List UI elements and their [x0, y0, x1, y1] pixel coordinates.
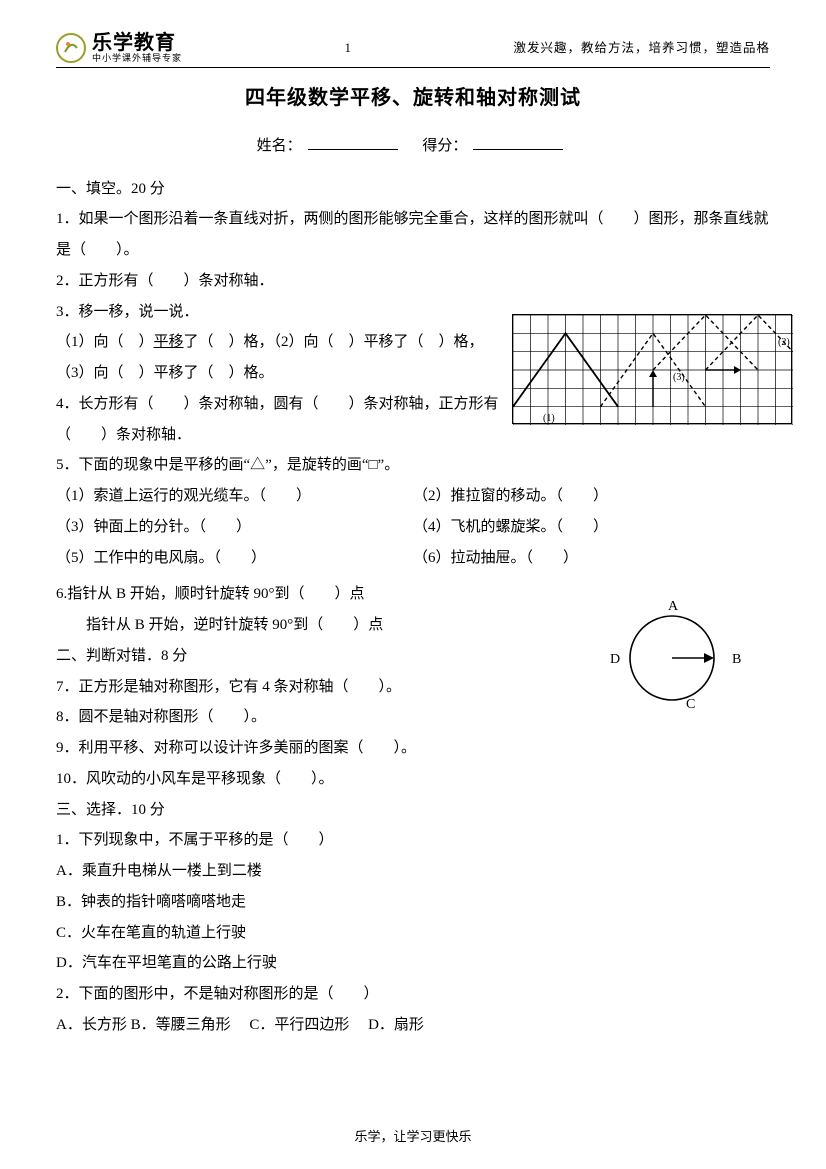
clock-A: A — [668, 599, 679, 614]
brand-subtitle: 中小学课外辅导专家 — [92, 54, 182, 64]
clock-figure: A B C D — [592, 598, 752, 718]
section3-heading: 三、选择．10 分 — [56, 795, 770, 826]
q9: 9．利用平移、对称可以设计许多美丽的图案（ ）。 — [56, 733, 770, 764]
score-blank[interactable] — [473, 135, 563, 150]
clock-D: D — [610, 652, 620, 667]
grid-figure: (1) (2) (3) — [512, 314, 792, 424]
page-header: 乐学教育 中小学课外辅导专家 1 激发兴趣，教给方法，培养习惯，塑造品格 — [56, 32, 770, 68]
q5-1a: （1）索道上运行的观光缆车。（ ） — [56, 481, 413, 512]
q10: 10．风吹动的小风车是平移现象（ ）。 — [56, 764, 770, 795]
q3b: （1）向（ ）平移了（ ）格，（2）向（ ）平移了（ ）格，（3）向（ ）平移了… — [56, 327, 484, 389]
clock-B: B — [732, 652, 741, 667]
grid-label-3: (3) — [673, 372, 685, 383]
q4: 4．长方形有（ ）条对称轴，圆有（ ）条对称轴，正方形有（ ）条对称轴． — [56, 389, 499, 451]
q5-2b: （4）飞机的螺旋桨。（ ） — [413, 512, 608, 543]
header-motto: 激发兴趣，教给方法，培养习惯，塑造品格 — [513, 36, 770, 64]
name-label: 姓名： — [257, 138, 302, 154]
name-score-row: 姓名： 得分： — [56, 131, 770, 162]
page-footer: 乐学，让学习更快乐 — [0, 1124, 826, 1151]
score-label: 得分： — [422, 138, 467, 154]
q5-3a: （5）工作中的电风扇。（ ） — [56, 543, 413, 574]
name-blank[interactable] — [308, 135, 398, 150]
s3q1d: D．汽车在平坦笔直的公路上行驶 — [56, 948, 770, 979]
s3q2opts: A．长方形 B．等腰三角形 C．平行四边形 D．扇形 — [56, 1010, 770, 1041]
q2: 2．正方形有（ ）条对称轴． — [56, 266, 770, 297]
s3q1b: B．钟表的指针嘀嗒嘀嗒地走 — [56, 887, 770, 918]
s3q1a: A．乘直升电梯从一楼上到二楼 — [56, 856, 770, 887]
q5-1b: （2）推拉窗的移动。（ ） — [413, 481, 608, 512]
grid-label-1: (1) — [543, 413, 555, 424]
logo-block: 乐学教育 中小学课外辅导专家 — [56, 32, 182, 64]
s3q2: 2．下面的图形中，不是轴对称图形的是（ ） — [56, 979, 770, 1010]
q5-3b: （6）拉动抽屉。（ ） — [413, 543, 578, 574]
q5-2a: （3）钟面上的分针。（ ） — [56, 512, 413, 543]
grid-label-2: (2) — [778, 337, 790, 348]
logo-icon — [56, 33, 86, 63]
clock-C: C — [686, 697, 695, 712]
brand-name: 乐学教育 — [92, 32, 182, 54]
page-title: 四年级数学平移、旋转和轴对称测试 — [56, 78, 770, 119]
q5: 5．下面的现象中是平移的画“△”，是旋转的画“□”。 — [56, 450, 770, 481]
q1: 1．如果一个图形沿着一条直线对折，两侧的图形能够完全重合，这样的图形就叫（ ）图… — [56, 204, 770, 266]
section1-heading: 一、填空。20 分 — [56, 174, 770, 205]
s3q1c: C．火车在笔直的轨道上行驶 — [56, 918, 770, 949]
s3q1: 1．下列现象中，不属于平移的是（ ） — [56, 825, 770, 856]
page-number: 1 — [345, 35, 352, 64]
